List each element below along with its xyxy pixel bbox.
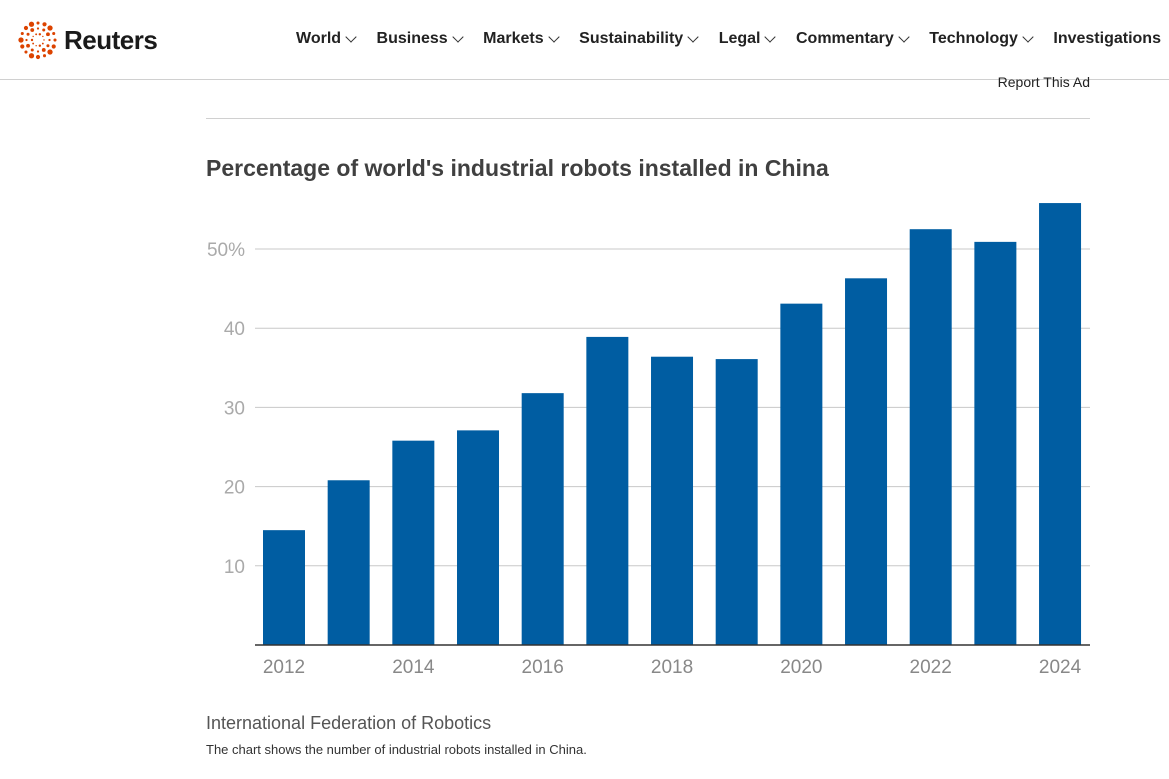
- nav-label: Technology: [929, 30, 1018, 47]
- logo-dot: [35, 45, 37, 47]
- bar-2022: [909, 229, 952, 645]
- logo-dot: [23, 25, 29, 31]
- logo-dot: [26, 43, 30, 48]
- logo-dot: [28, 21, 35, 27]
- bar-2013: [327, 480, 370, 645]
- x-tick-label: 2012: [263, 657, 305, 678]
- logo-dot: [36, 21, 40, 25]
- nav-label: Business: [376, 30, 448, 47]
- divider: [206, 118, 1090, 119]
- reuters-logo[interactable]: Reuters: [18, 20, 158, 60]
- y-tick-label: 40: [224, 319, 245, 340]
- bar-2020: [780, 303, 823, 645]
- bar-2024: [1039, 203, 1082, 645]
- x-tick-label: 2022: [910, 657, 952, 678]
- site-header: Reuters World Business Markets Sustainabili…: [0, 0, 1169, 80]
- logo-dot: [52, 31, 56, 36]
- x-tick-label: 2016: [522, 657, 564, 678]
- nav-item-business[interactable]: Business: [376, 30, 464, 48]
- logo-dot: [20, 31, 24, 36]
- logo-dot: [48, 38, 51, 42]
- report-ad-link[interactable]: Report This Ad: [997, 74, 1090, 90]
- y-tick-label: 50%: [207, 240, 245, 261]
- logo-dot: [53, 38, 57, 42]
- logo-dot: [43, 39, 45, 41]
- logo-dot: [42, 28, 46, 32]
- logo-dot: [32, 35, 34, 38]
- bar-2014: [392, 440, 435, 645]
- nav-item-commentary[interactable]: Commentary: [795, 30, 910, 48]
- logo-dot: [30, 28, 35, 32]
- y-tick-label: 10: [224, 557, 245, 578]
- chart-note: The chart shows the number of industrial…: [206, 742, 587, 757]
- logo-dot: [36, 50, 40, 53]
- nav-item-legal[interactable]: Legal: [718, 30, 777, 48]
- nav-label: Legal: [718, 30, 761, 47]
- logo-dot: [20, 44, 25, 49]
- nav-item-sustainability[interactable]: Sustainability: [579, 30, 699, 48]
- bar-2016: [521, 393, 564, 645]
- x-tick-label: 2024: [1039, 657, 1082, 678]
- logo-dot: [51, 44, 56, 49]
- nav-label: World: [296, 30, 342, 47]
- bar-2015: [457, 430, 500, 645]
- logo-dot: [47, 25, 53, 31]
- logo-dot: [38, 44, 42, 47]
- logo-dot: [35, 54, 41, 60]
- logo-dot: [46, 44, 50, 48]
- nav-label: Sustainability: [579, 30, 684, 47]
- logo-dot: [42, 35, 44, 38]
- x-tick-label: 2020: [780, 657, 822, 678]
- chart-title: Percentage of world's industrial robots …: [206, 155, 829, 181]
- bar-2012: [263, 530, 305, 645]
- logo-dot: [30, 48, 34, 52]
- logo-dot: [25, 38, 28, 42]
- x-tick-label: 2014: [392, 657, 435, 678]
- nav-label: Investigations: [1053, 30, 1161, 47]
- bar-2017: [586, 336, 629, 645]
- logo-dot: [41, 48, 46, 52]
- bar-2023: [974, 241, 1017, 645]
- y-tick-label: 20: [224, 478, 245, 499]
- bar-2019: [715, 359, 758, 645]
- nav-label: Markets: [483, 30, 544, 47]
- nav-item-world[interactable]: World: [296, 30, 357, 48]
- logo-dot: [38, 33, 42, 36]
- chart-source: International Federation of Robotics: [206, 713, 492, 733]
- main-nav: World Business Markets Sustainability Legal C…: [296, 30, 1161, 48]
- nav-item-technology[interactable]: Technology: [929, 30, 1034, 48]
- nav-item-markets[interactable]: Markets: [483, 30, 560, 48]
- logo-dot: [18, 37, 24, 43]
- logo-dot: [41, 42, 44, 45]
- logo-text: Reuters: [64, 24, 158, 55]
- logo-dot: [30, 38, 34, 42]
- logo-dot: [36, 27, 40, 30]
- logo-dot: [26, 32, 30, 36]
- reuters-logo-icon: [18, 21, 57, 60]
- logo-dot: [32, 42, 35, 45]
- bar-2018: [651, 356, 694, 645]
- logo-dot: [42, 22, 47, 27]
- y-tick-label: 30: [224, 398, 245, 419]
- logo-dot: [47, 49, 53, 55]
- logo-dot: [28, 53, 35, 59]
- x-tick-label: 2018: [651, 657, 693, 678]
- logo-dot: [42, 54, 47, 58]
- nav-label: Commentary: [795, 30, 894, 47]
- logo-dot: [46, 32, 50, 37]
- nav-item-investigations[interactable]: Investigations: [1053, 30, 1161, 48]
- logo-dot: [35, 33, 38, 36]
- bar-2021: [845, 278, 888, 645]
- logo-dot: [24, 50, 28, 54]
